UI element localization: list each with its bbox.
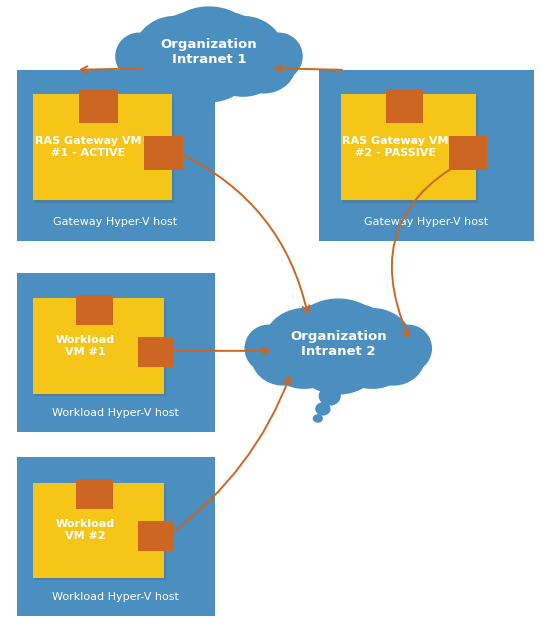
FancyBboxPatch shape (16, 457, 214, 616)
Ellipse shape (121, 32, 186, 93)
Ellipse shape (318, 387, 341, 406)
Text: Workload
VM #2: Workload VM #2 (56, 519, 115, 541)
FancyBboxPatch shape (343, 97, 478, 203)
Ellipse shape (250, 324, 315, 385)
FancyBboxPatch shape (79, 90, 118, 123)
Ellipse shape (189, 95, 212, 114)
Text: Workload
VM #1: Workload VM #1 (56, 335, 115, 357)
Ellipse shape (330, 308, 415, 389)
Ellipse shape (312, 414, 323, 423)
Ellipse shape (183, 122, 194, 131)
FancyBboxPatch shape (33, 94, 172, 200)
FancyBboxPatch shape (35, 301, 166, 396)
Ellipse shape (156, 6, 262, 102)
FancyBboxPatch shape (33, 298, 164, 394)
Ellipse shape (262, 308, 346, 389)
Text: Gateway Hyper-V host: Gateway Hyper-V host (364, 217, 488, 227)
FancyBboxPatch shape (449, 137, 487, 170)
Ellipse shape (133, 16, 218, 97)
FancyBboxPatch shape (341, 94, 476, 200)
Ellipse shape (192, 12, 263, 79)
Ellipse shape (166, 34, 252, 102)
FancyBboxPatch shape (319, 70, 534, 241)
FancyBboxPatch shape (76, 295, 113, 325)
Ellipse shape (255, 32, 302, 80)
Text: Organization
Intranet 1: Organization Intranet 1 (161, 37, 257, 65)
Text: Workload Hyper-V host: Workload Hyper-V host (52, 408, 179, 418)
Ellipse shape (200, 16, 286, 97)
Ellipse shape (384, 324, 432, 372)
FancyBboxPatch shape (35, 485, 166, 580)
Ellipse shape (284, 304, 355, 371)
Text: Workload Hyper-V host: Workload Hyper-V host (52, 592, 179, 602)
Ellipse shape (232, 32, 297, 93)
Ellipse shape (245, 324, 292, 372)
FancyBboxPatch shape (138, 521, 174, 551)
FancyBboxPatch shape (76, 479, 113, 509)
Ellipse shape (361, 324, 426, 385)
Text: RAS Gateway VM
#2 - PASSIVE: RAS Gateway VM #2 - PASSIVE (342, 136, 448, 157)
FancyBboxPatch shape (35, 97, 174, 203)
Text: RAS Gateway VM
#1 - ACTIVE: RAS Gateway VM #1 - ACTIVE (35, 136, 142, 157)
FancyBboxPatch shape (138, 337, 174, 367)
Text: Organization
Intranet 2: Organization Intranet 2 (290, 330, 387, 358)
FancyBboxPatch shape (16, 70, 214, 241)
Ellipse shape (155, 12, 226, 79)
FancyBboxPatch shape (144, 137, 183, 170)
Text: Gateway Hyper-V host: Gateway Hyper-V host (53, 217, 178, 227)
FancyBboxPatch shape (386, 90, 424, 123)
FancyBboxPatch shape (33, 483, 164, 578)
Ellipse shape (296, 326, 381, 395)
Ellipse shape (315, 403, 331, 415)
Ellipse shape (186, 110, 201, 123)
FancyBboxPatch shape (16, 273, 214, 432)
Ellipse shape (116, 32, 163, 80)
Ellipse shape (321, 304, 393, 371)
Ellipse shape (285, 298, 391, 394)
